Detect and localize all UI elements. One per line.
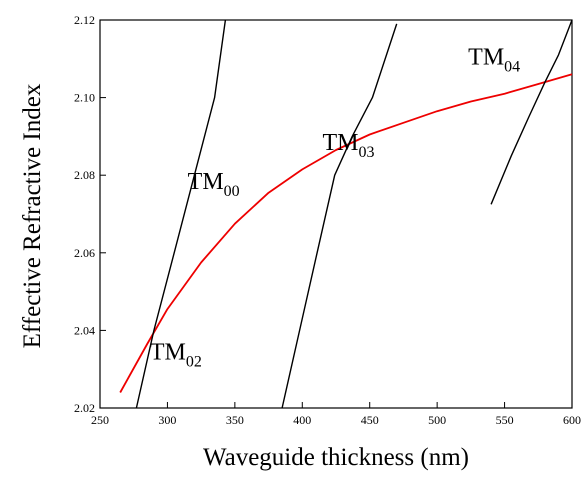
mode-label: TM02: [150, 340, 202, 371]
y-tick-label: 2.10: [74, 91, 95, 105]
series-line-2: [281, 23, 398, 409]
series-line-3: [490, 19, 573, 205]
y-tick-label: 2.02: [74, 401, 95, 415]
series-layer: [119, 19, 573, 409]
y-tick-label: 2.06: [74, 246, 95, 260]
x-axis-title: Waveguide thickness (nm): [203, 444, 469, 471]
x-tick-label: 400: [293, 413, 311, 427]
y-axis-title: Effective Refractive Index: [19, 83, 46, 348]
x-tick-label: 500: [428, 413, 446, 427]
x-tick-label: 600: [563, 413, 581, 427]
x-tick-label: 300: [158, 413, 176, 427]
annotation-layer: TM00 TM02 TM03 TM04: [150, 45, 520, 371]
mode-label: TM03: [323, 130, 375, 161]
x-tick-label: 450: [361, 413, 379, 427]
mode-label: TM04: [468, 45, 520, 76]
tick-layer: 250 300 350 400 450 500 550 600 2.02 2.04 2.06 2.08…: [74, 13, 581, 427]
x-tick-label: 550: [496, 413, 514, 427]
series-line-0: [119, 73, 573, 393]
y-tick-label: 2.12: [74, 13, 95, 27]
series-line-1: [135, 19, 227, 409]
y-tick-label: 2.08: [74, 168, 95, 182]
y-tick-label: 2.04: [74, 323, 95, 337]
plot-frame: [99, 19, 573, 409]
mode-label: TM00: [188, 169, 240, 200]
x-tick-label: 350: [226, 413, 244, 427]
plot-area: 250 300 350 400 450 500 550 600 2.02 2.04 2.06 2.08…: [74, 13, 581, 427]
x-tick-label: 250: [91, 413, 109, 427]
